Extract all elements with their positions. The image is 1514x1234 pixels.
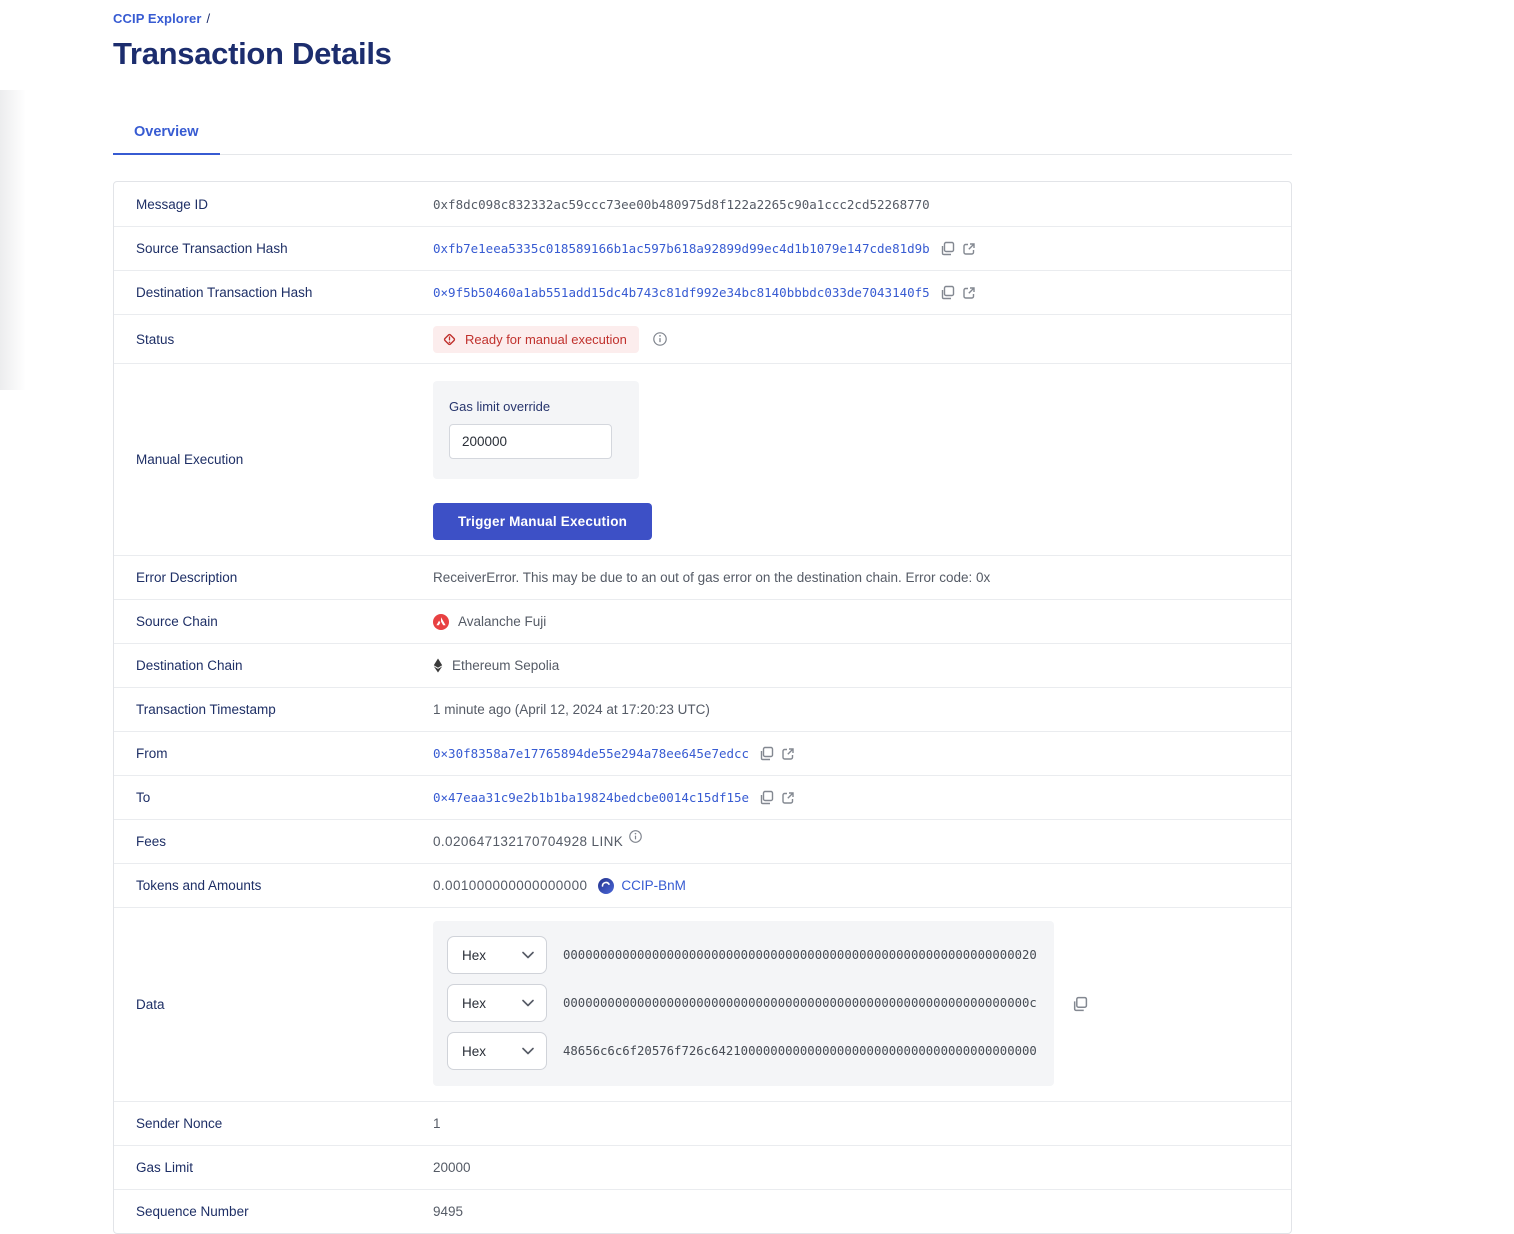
status-badge: Ready for manual execution	[433, 325, 639, 353]
source-chain-label: Source Chain	[136, 614, 218, 629]
message-id-value: 0xf8dc098c832332ac59ccc73ee00b480975d8f1…	[433, 196, 930, 212]
sequence-number-label: Sequence Number	[136, 1204, 249, 1219]
row-tokens-amounts: Tokens and Amounts 0.001000000000000000 …	[114, 863, 1291, 907]
dest-chain-label: Destination Chain	[136, 658, 243, 673]
data-label: Data	[136, 997, 165, 1012]
copy-icon[interactable]	[1072, 996, 1088, 1012]
timestamp-label: Transaction Timestamp	[136, 702, 276, 717]
sender-nonce-label: Sender Nonce	[136, 1116, 223, 1131]
breadcrumb-separator: /	[206, 11, 211, 26]
hex-select-value: Hex	[462, 947, 487, 963]
chevron-down-icon	[522, 1047, 534, 1055]
hex-select-value: Hex	[462, 1043, 487, 1059]
data-line: Hex 000000000000000000000000000000000000…	[447, 984, 1040, 1022]
token-amount-value: 0.001000000000000000	[433, 878, 588, 893]
source-chain-value: Avalanche Fuji	[458, 614, 547, 629]
from-address-link[interactable]: 0×30f8358a7e17765894de55e294a78ee645e7ed…	[433, 746, 750, 761]
warning-diamond-icon	[443, 332, 456, 346]
gas-limit-label: Gas Limit	[136, 1160, 194, 1175]
gas-limit-value: 20000	[433, 1160, 471, 1175]
data-hex-value: 48656c6c6f20576f726c64210000000000000000…	[563, 1044, 1037, 1058]
status-badge-text: Ready for manual execution	[465, 331, 627, 347]
row-dest-tx-hash: Destination Transaction Hash 0×9f5b50460…	[114, 270, 1291, 314]
copy-icon[interactable]	[759, 746, 774, 761]
breadcrumb: CCIP Explorer /	[113, 11, 1292, 26]
fees-value: 0.020647132170704928 LINK	[433, 834, 624, 849]
gas-limit-override-input[interactable]	[449, 424, 612, 459]
ccip-bnm-token-icon	[598, 877, 615, 894]
row-status: Status Ready for manual execution	[114, 314, 1291, 363]
ccip-bnm-token-link[interactable]: CCIP-BnM	[621, 878, 686, 893]
source-tx-hash-label: Source Transaction Hash	[136, 241, 288, 256]
gas-limit-override-panel: Gas limit override	[433, 381, 639, 479]
error-description-value: ReceiverError. This may be due to an out…	[433, 570, 991, 585]
external-link-icon[interactable]	[962, 286, 976, 300]
row-fees: Fees 0.020647132170704928 LINK	[114, 819, 1291, 863]
fees-label: Fees	[136, 834, 167, 849]
chevron-down-icon	[522, 999, 534, 1007]
breadcrumb-ccip-explorer-link[interactable]: CCIP Explorer	[113, 11, 202, 26]
page-title: Transaction Details	[113, 36, 392, 71]
row-error-description: Error Description ReceiverError. This ma…	[114, 555, 1291, 599]
status-label: Status	[136, 331, 175, 347]
row-source-tx-hash: Source Transaction Hash 0xfb7e1eea5335c0…	[114, 226, 1291, 270]
hex-encoding-select[interactable]: Hex	[447, 984, 547, 1022]
status-info-icon[interactable]	[653, 332, 667, 346]
data-line: Hex 000000000000000000000000000000000000…	[447, 936, 1040, 974]
error-description-label: Error Description	[136, 570, 238, 585]
copy-icon[interactable]	[940, 285, 955, 300]
trigger-manual-execution-button[interactable]: Trigger Manual Execution	[433, 503, 653, 540]
dest-chain-value: Ethereum Sepolia	[452, 658, 560, 673]
from-label: From	[136, 746, 168, 761]
data-hex-value: 0000000000000000000000000000000000000000…	[563, 948, 1037, 962]
row-sequence-number: Sequence Number 9495	[114, 1189, 1291, 1233]
dest-tx-hash-label: Destination Transaction Hash	[136, 285, 313, 300]
data-line: Hex 48656c6c6f20576f726c6421000000000000…	[447, 1032, 1040, 1070]
dest-tx-hash-link[interactable]: 0×9f5b50460a1ab551add15dc4b743c81df992e3…	[433, 285, 930, 300]
to-label: To	[136, 790, 151, 805]
timestamp-value: 1 minute ago (April 12, 2024 at 17:20:23…	[433, 702, 710, 717]
fees-info-icon[interactable]	[629, 830, 642, 843]
row-to: To 0×47eaa31c9e2b1b1ba19824bedcbe0014c15…	[114, 775, 1291, 819]
chevron-down-icon	[522, 951, 534, 959]
transaction-details-page: CCIP Explorer / Transaction Details Overv…	[113, 11, 1292, 1234]
row-manual-execution: Manual Execution Gas limit override Trig…	[114, 363, 1291, 555]
left-edge-shadow	[0, 90, 26, 390]
hex-encoding-select[interactable]: Hex	[447, 936, 547, 974]
row-gas-limit: Gas Limit 20000	[114, 1145, 1291, 1189]
row-message-id: Message ID 0xf8dc098c832332ac59ccc73ee00…	[114, 182, 1291, 226]
transaction-details-card: Message ID 0xf8dc098c832332ac59ccc73ee00…	[113, 181, 1292, 1234]
message-id-label: Message ID	[136, 196, 209, 212]
row-source-chain: Source Chain Avalanche Fuji	[114, 599, 1291, 643]
row-sender-nonce: Sender Nonce 1	[114, 1101, 1291, 1145]
hex-select-value: Hex	[462, 995, 487, 1011]
external-link-icon[interactable]	[962, 242, 976, 256]
copy-icon[interactable]	[759, 790, 774, 805]
sequence-number-value: 9495	[433, 1204, 464, 1219]
row-data: Data Hex 0000000000000000000000000000000…	[114, 907, 1291, 1101]
row-from: From 0×30f8358a7e17765894de55e294a78ee64…	[114, 731, 1291, 775]
ethereum-icon	[433, 658, 443, 673]
source-tx-hash-link[interactable]: 0xfb7e1eea5335c018589166b1ac597b618a9289…	[433, 241, 930, 256]
row-timestamp: Transaction Timestamp 1 minute ago (Apri…	[114, 687, 1291, 731]
external-link-icon[interactable]	[781, 791, 795, 805]
gas-limit-override-label: Gas limit override	[449, 399, 551, 414]
copy-icon[interactable]	[940, 241, 955, 256]
sender-nonce-value: 1	[433, 1116, 441, 1131]
avalanche-icon	[433, 613, 449, 630]
data-hex-value: 0000000000000000000000000000000000000000…	[563, 996, 1037, 1010]
manual-execution-label: Manual Execution	[136, 452, 244, 467]
hex-encoding-select[interactable]: Hex	[447, 1032, 547, 1070]
data-hex-panel: Hex 000000000000000000000000000000000000…	[433, 921, 1054, 1086]
tab-bar: Overview	[113, 112, 1292, 155]
row-dest-chain: Destination Chain Ethereum Sepolia	[114, 643, 1291, 687]
tokens-amounts-label: Tokens and Amounts	[136, 878, 262, 893]
to-address-link[interactable]: 0×47eaa31c9e2b1b1ba19824bedcbe0014c15df1…	[433, 790, 750, 805]
tab-overview[interactable]: Overview	[113, 112, 220, 155]
external-link-icon[interactable]	[781, 747, 795, 761]
